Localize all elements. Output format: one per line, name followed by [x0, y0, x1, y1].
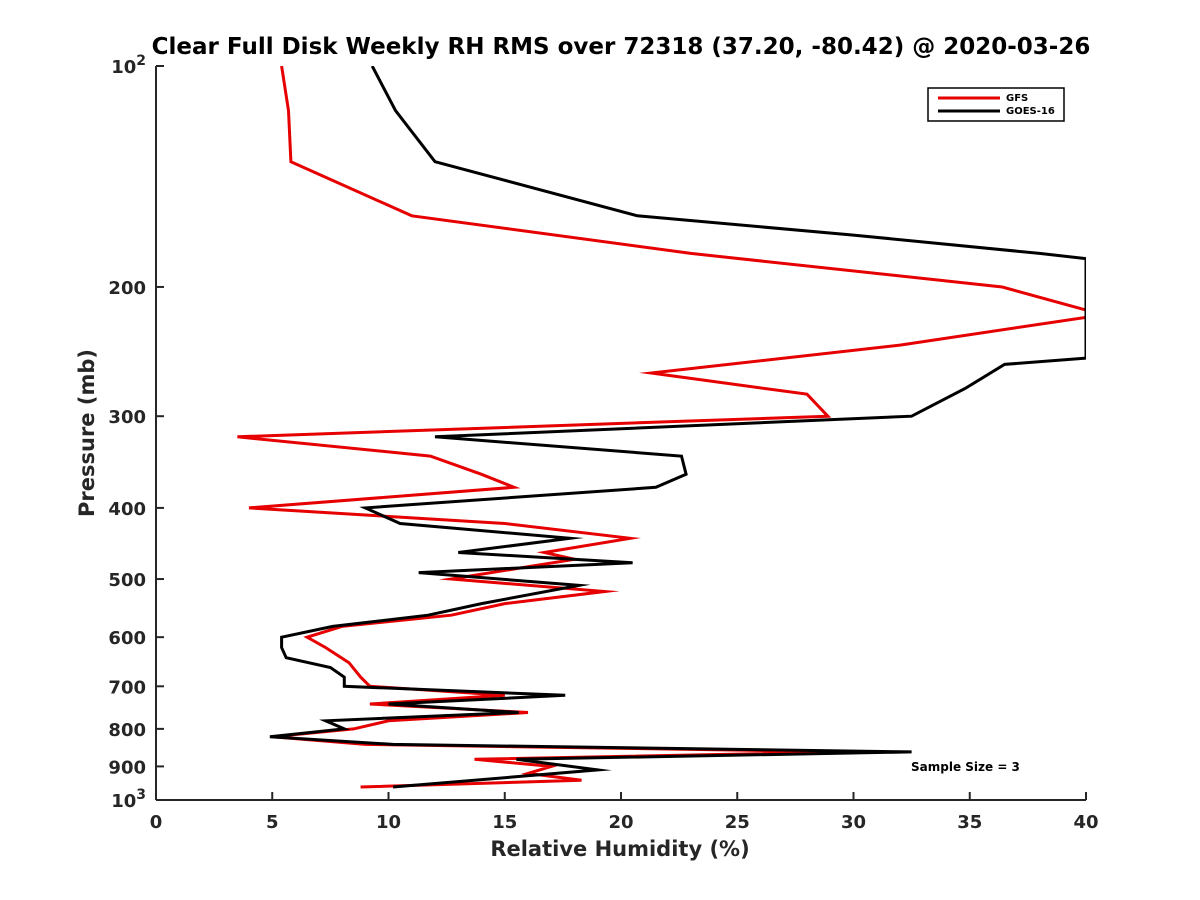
- y-tick-label: 600: [108, 628, 146, 649]
- series-line-goes16: [269, 66, 1086, 789]
- y-tick-label: 400: [108, 499, 146, 520]
- y-tick-label: 200: [108, 278, 146, 299]
- series-goes16: [269, 66, 1086, 789]
- x-tick-label: 40: [1073, 812, 1098, 833]
- y-tick-label: 700: [108, 677, 146, 698]
- x-ticks: 0 5 10 15 20 25 30 35 40: [150, 792, 1099, 833]
- x-tick-label: 30: [841, 812, 866, 833]
- x-axis-label: Relative Humidity (%): [490, 837, 749, 861]
- x-tick-label: 0: [150, 812, 163, 833]
- y-tick-label: 102: [111, 53, 146, 78]
- legend-label-gfs: GFS: [1006, 93, 1028, 104]
- y-ticks: 102 200 300 400 500 600 700 800 900 103: [108, 53, 164, 812]
- x-tick-label: 5: [266, 812, 279, 833]
- y-tick-label: 500: [108, 570, 146, 591]
- y-axis-label: Pressure (mb): [75, 349, 99, 517]
- x-tick-label: 15: [492, 812, 517, 833]
- x-tick-label: 35: [957, 812, 982, 833]
- series-layer: [237, 66, 1086, 789]
- x-tick-label: 20: [608, 812, 633, 833]
- chart-title: Clear Full Disk Weekly RH RMS over 72318…: [152, 34, 1091, 60]
- legend: GFS GOES-16: [927, 87, 1065, 122]
- legend-label-goes16: GOES-16: [1006, 106, 1055, 117]
- y-tick-label: 300: [108, 407, 146, 428]
- y-tick-label: 103: [111, 787, 146, 812]
- x-tick-label: 10: [376, 812, 401, 833]
- sample-size-annotation: Sample Size = 3: [911, 760, 1020, 774]
- x-tick-label: 25: [725, 812, 750, 833]
- legend-box: [927, 87, 1065, 122]
- y-tick-label: 900: [108, 757, 146, 778]
- axes: [155, 66, 1086, 801]
- y-tick-label: 800: [108, 720, 146, 741]
